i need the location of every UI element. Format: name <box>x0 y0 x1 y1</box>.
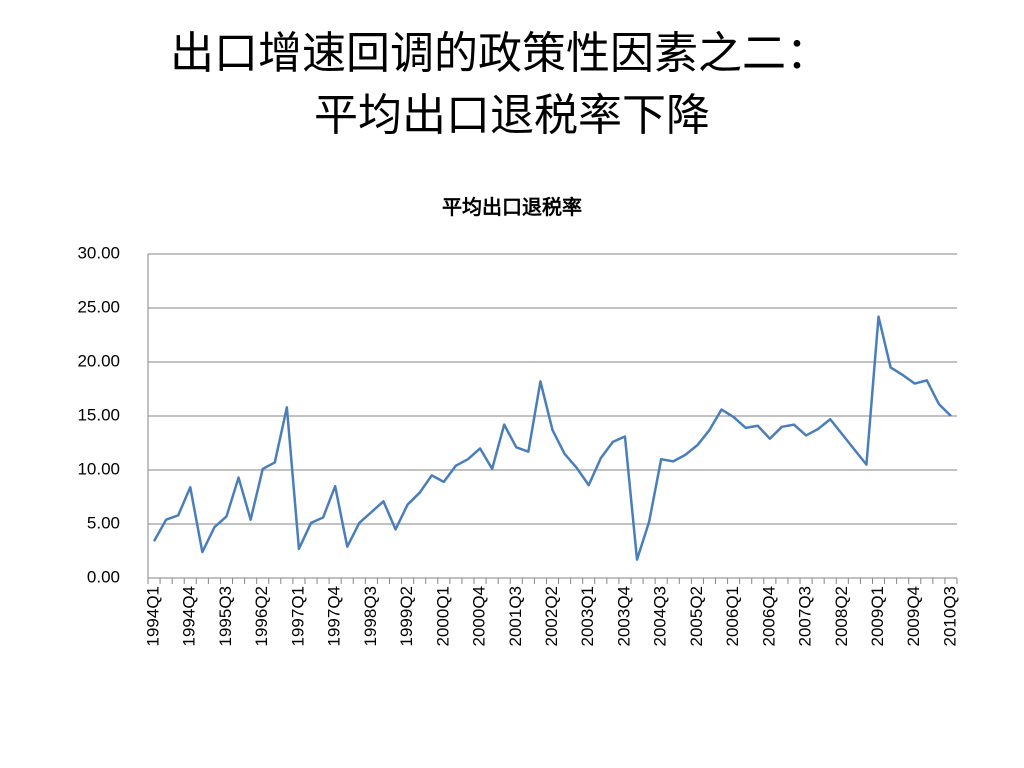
x-tick-label: 2010Q3 <box>940 586 959 647</box>
x-tick-label: 2009Q1 <box>868 586 887 647</box>
x-tick-label: 1995Q3 <box>216 586 235 647</box>
slide-title-line: 出口增速回调的政策性因素之二： <box>170 28 830 79</box>
slide-title-line: 平均出口退税率下降 <box>314 90 710 141</box>
x-tick-label: 2007Q3 <box>796 586 815 647</box>
x-tick-label: 2003Q4 <box>614 586 633 647</box>
x-tick-label: 1994Q4 <box>180 586 199 647</box>
x-tick-label: 1998Q3 <box>361 586 380 647</box>
x-tick-label: 2004Q3 <box>651 586 670 647</box>
x-tick-label: 1999Q2 <box>397 586 416 647</box>
chart-title: 平均出口退税率 <box>442 195 582 219</box>
x-tick-label: 2000Q4 <box>470 586 489 647</box>
x-tick-label: 1997Q1 <box>288 586 307 647</box>
x-tick-label: 2006Q1 <box>723 586 742 647</box>
y-tick-label: 25.00 <box>77 297 120 316</box>
x-tick-label: 2001Q3 <box>506 586 525 647</box>
x-tick-label: 2009Q4 <box>904 586 923 647</box>
x-tick-label: 2003Q1 <box>578 586 597 647</box>
y-tick-label: 10.00 <box>77 459 120 478</box>
data-line <box>152 315 952 561</box>
y-tick-label: 5.00 <box>87 513 120 532</box>
y-tick-label: 15.00 <box>77 405 120 424</box>
x-tick-label: 2002Q2 <box>542 586 561 647</box>
x-tick-label: 1997Q4 <box>325 586 344 647</box>
x-tick-label: 1994Q1 <box>144 586 163 647</box>
y-tick-label: 0.00 <box>87 567 120 586</box>
x-tick-label: 2000Q1 <box>433 586 452 647</box>
x-tick-label: 2006Q4 <box>759 586 778 647</box>
x-tick-label: 2005Q2 <box>687 586 706 647</box>
y-tick-label: 30.00 <box>77 243 120 262</box>
x-tick-label: 1996Q2 <box>252 586 271 647</box>
x-tick-label: 2008Q2 <box>832 586 851 647</box>
y-tick-label: 20.00 <box>77 351 120 370</box>
